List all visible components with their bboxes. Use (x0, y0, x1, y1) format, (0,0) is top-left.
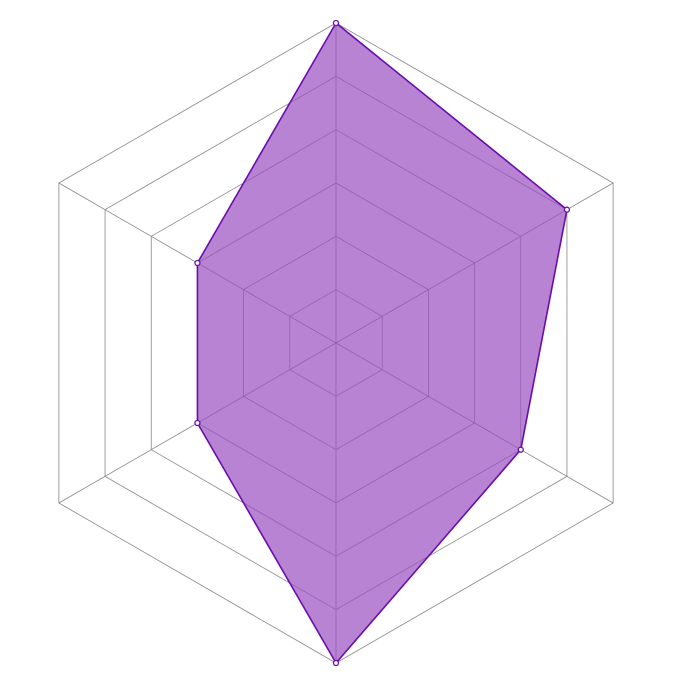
data-point (517, 446, 524, 453)
data-point (194, 419, 201, 427)
series-area (196, 22, 568, 664)
radar-series (194, 19, 571, 667)
data-point (332, 659, 340, 667)
data-point (194, 259, 201, 267)
data-point (563, 206, 571, 213)
data-point (332, 19, 340, 27)
